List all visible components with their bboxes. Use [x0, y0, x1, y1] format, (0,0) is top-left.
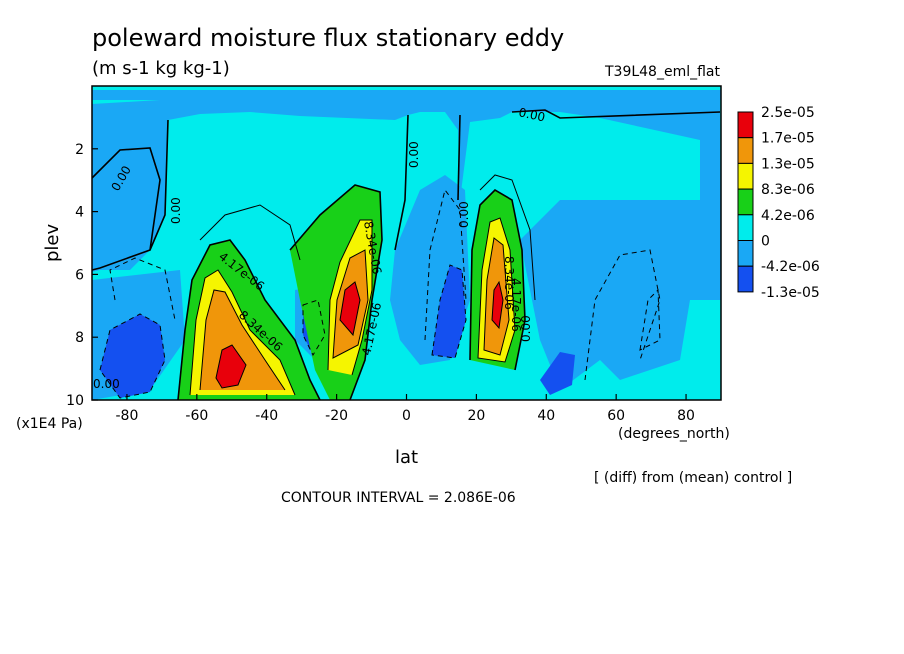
contour-label: 0.00: [169, 197, 183, 224]
colorbar-label: 0: [761, 234, 770, 250]
colorbar: 2.5e-05 1.7e-05 1.3e-05 8.3e-06 4.2e-06 0 -4.2…: [737, 105, 820, 301]
contour-label: 4.17e-06: [509, 278, 523, 332]
x-tick-label: -40: [255, 408, 278, 424]
y-tick-label: 10: [66, 393, 84, 409]
plot-area: 0.00 0.00 0.00 0.00 0.00 0.00 0.00 4.17e…: [91, 85, 722, 401]
colorbar-label: 1.3e-05: [761, 156, 815, 172]
colorbar-label: 2.5e-05: [761, 105, 815, 121]
y-tick-label: 4: [75, 205, 84, 221]
negative-region-nh: [520, 200, 721, 390]
diff-note: [ (diff) from (mean) control ]: [594, 470, 792, 486]
y-tick-label: 2: [75, 142, 84, 158]
contour-label: 0.00: [457, 201, 471, 228]
contour-label: 0.00: [93, 377, 120, 391]
positive-contours: [189, 174, 536, 396]
level-red-sh: [216, 345, 246, 388]
colorbar-label: -1.3e-05: [761, 285, 820, 301]
y-units: (x1E4 Pa): [16, 416, 83, 432]
minimum-region-sh: [100, 314, 165, 398]
colorbar-swatch: [737, 162, 754, 190]
x-tick-label: -80: [116, 408, 139, 424]
x-axis: -80 -60 -40 -20 0 20 40 60 80: [116, 394, 695, 424]
y-axis: 2 4 6 8 10: [66, 142, 98, 409]
minimum-region-nh: [540, 352, 575, 395]
x-tick-label: -20: [325, 408, 348, 424]
negative-region-upper: [92, 90, 721, 300]
run-label: T39L48_eml_flat: [604, 64, 721, 80]
y-tick-label: 6: [75, 267, 84, 283]
x-tick-label: 0: [402, 408, 411, 424]
contour-label: 8.34e-06: [502, 256, 516, 310]
contour-label: 0.00: [517, 105, 546, 124]
x-units: (degrees_north): [618, 426, 730, 442]
colorbar-swatch: [737, 111, 754, 139]
negative-contours: [99, 188, 661, 399]
colorbar-label: 8.3e-06: [761, 182, 815, 198]
x-tick-label: 40: [537, 408, 555, 424]
colorbar-swatch: [737, 240, 754, 267]
x-tick-label: -60: [185, 408, 208, 424]
colorbar-swatch: [737, 265, 754, 293]
contour-label: 0.00: [519, 315, 533, 342]
x-tick-label: 80: [677, 408, 695, 424]
colorbar-label: -4.2e-06: [761, 259, 820, 275]
x-axis-label: lat: [395, 447, 418, 468]
negative-region-west: [92, 148, 160, 270]
minimum-region-tropics: [432, 265, 466, 358]
contour-interval: CONTOUR INTERVAL = 2.086E-06: [281, 490, 516, 506]
chart-units: (m s-1 kg kg-1): [92, 58, 230, 79]
chart-title: poleward moisture flux stationary eddy: [92, 24, 564, 52]
x-tick-label: 20: [467, 408, 485, 424]
zero-contours: [91, 109, 721, 401]
colorbar-label: 1.7e-05: [761, 131, 815, 147]
x-tick-label: 60: [607, 408, 625, 424]
colorbar-label: 4.2e-06: [761, 208, 815, 224]
contour-label: 0.00: [407, 141, 421, 168]
y-axis-label: plev: [42, 223, 63, 262]
level-red-subtrop: [340, 282, 360, 335]
colorbar-swatch: [737, 137, 754, 164]
colorbar-swatch: [737, 188, 754, 216]
colorbar-swatch: [737, 214, 754, 242]
y-tick-label: 8: [75, 330, 84, 346]
